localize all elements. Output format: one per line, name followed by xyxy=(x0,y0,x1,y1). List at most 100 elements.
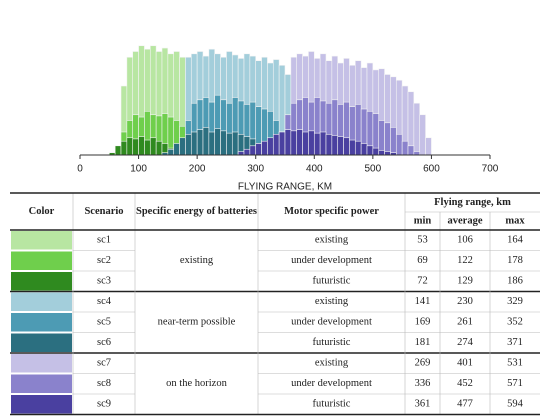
table-cell-text: sc6 xyxy=(97,337,111,348)
bar xyxy=(267,137,274,156)
bar xyxy=(167,148,175,156)
bar xyxy=(384,122,391,156)
table-cell-text: near-term possible xyxy=(158,317,236,328)
table-cell-text: 106 xyxy=(457,235,473,246)
table-cell-text: Specific energy of batteries xyxy=(136,206,257,217)
bar xyxy=(155,140,163,156)
bar xyxy=(384,151,391,156)
bar xyxy=(395,134,403,156)
table-cell-text: 401 xyxy=(457,358,473,369)
bar xyxy=(208,131,216,156)
bar xyxy=(390,127,397,156)
table-cell-text: futuristic xyxy=(313,399,351,410)
table-cell-text: 261 xyxy=(457,317,473,328)
bar xyxy=(313,132,321,156)
color-swatch xyxy=(11,374,72,393)
bar xyxy=(349,139,356,156)
table-cell-text: 571 xyxy=(507,378,523,389)
table-cell-text: 452 xyxy=(457,378,473,389)
bar xyxy=(354,140,362,156)
color-swatch xyxy=(11,231,72,250)
bar xyxy=(220,130,227,156)
bar xyxy=(343,137,350,156)
bar xyxy=(366,145,374,156)
color-swatch xyxy=(11,272,72,291)
table-cell-text: 122 xyxy=(457,255,473,266)
bar xyxy=(413,151,421,156)
table-cell-text: futuristic xyxy=(313,337,351,348)
bar xyxy=(261,140,268,156)
table-cell-text: existing xyxy=(315,235,349,246)
bar xyxy=(425,137,432,156)
table-cell-text: 274 xyxy=(457,337,474,348)
bar xyxy=(126,137,134,156)
table-cell-text: 531 xyxy=(507,358,523,369)
table-cell-text: existing xyxy=(315,358,349,369)
table-cell-text: 178 xyxy=(507,255,523,266)
bar xyxy=(226,132,233,156)
bar xyxy=(331,135,339,156)
bar xyxy=(278,131,286,156)
bar xyxy=(378,150,385,156)
table-cell-text: sc1 xyxy=(97,235,111,246)
x-tick-label: 700 xyxy=(482,164,499,175)
table-cell-text: sc3 xyxy=(97,276,111,287)
bar xyxy=(272,134,280,156)
table-cell-text: 72 xyxy=(417,276,428,287)
bar xyxy=(144,139,151,156)
table-cell-text: under development xyxy=(291,317,372,328)
table-cell-text: futuristic xyxy=(313,276,351,287)
color-swatch xyxy=(11,251,72,270)
bar xyxy=(255,143,262,156)
bar xyxy=(196,129,204,156)
bar xyxy=(231,131,239,156)
bar xyxy=(138,136,145,156)
table-cell-text: existing xyxy=(180,255,214,266)
bar xyxy=(190,131,198,156)
bar xyxy=(173,143,180,156)
bar xyxy=(120,140,128,156)
table-cell-text: on the horizon xyxy=(166,378,227,389)
bar xyxy=(401,140,409,156)
bar xyxy=(302,131,309,156)
color-swatch xyxy=(11,292,72,311)
bar xyxy=(308,130,315,156)
x-tick-label: 300 xyxy=(247,164,264,175)
bar xyxy=(249,145,257,156)
table-cell-text: 164 xyxy=(507,235,524,246)
table-cell-text: 169 xyxy=(415,317,431,328)
table-cell-text: 181 xyxy=(415,337,431,348)
table-cell-text: sc5 xyxy=(97,317,111,328)
table-cell-text: average xyxy=(448,215,483,226)
bar xyxy=(325,134,333,156)
color-swatch xyxy=(11,354,72,373)
table-cell-text: Color xyxy=(29,206,55,217)
table-cell-text: 141 xyxy=(415,296,431,307)
table-cell-text: 186 xyxy=(507,276,523,287)
x-axis-label: FLYING RANGE, KM xyxy=(238,182,332,193)
bar xyxy=(214,128,221,156)
bar xyxy=(319,131,327,156)
table-cell-text: 53 xyxy=(417,235,428,246)
color-swatch xyxy=(11,333,72,352)
table-cell-text: 269 xyxy=(415,358,431,369)
bar xyxy=(284,129,292,156)
table-cell-text: min xyxy=(414,215,432,226)
table-cell-text: Scenario xyxy=(84,206,123,217)
table-cell-text: sc8 xyxy=(97,378,111,389)
bar xyxy=(360,143,368,156)
bar xyxy=(185,134,192,156)
table-cell-text: existing xyxy=(315,296,349,307)
bar xyxy=(372,147,380,156)
table-cell-text: 352 xyxy=(507,317,523,328)
table-cell-text: 230 xyxy=(457,296,473,307)
x-tick-label: 0 xyxy=(77,164,83,175)
table-cell-text: 129 xyxy=(457,276,473,287)
table-cell-text: Motor specific power xyxy=(284,206,379,217)
bar xyxy=(413,102,421,156)
table-cell-text: 361 xyxy=(415,399,431,410)
bar xyxy=(419,114,426,156)
bar xyxy=(114,145,122,156)
bar xyxy=(149,137,157,156)
